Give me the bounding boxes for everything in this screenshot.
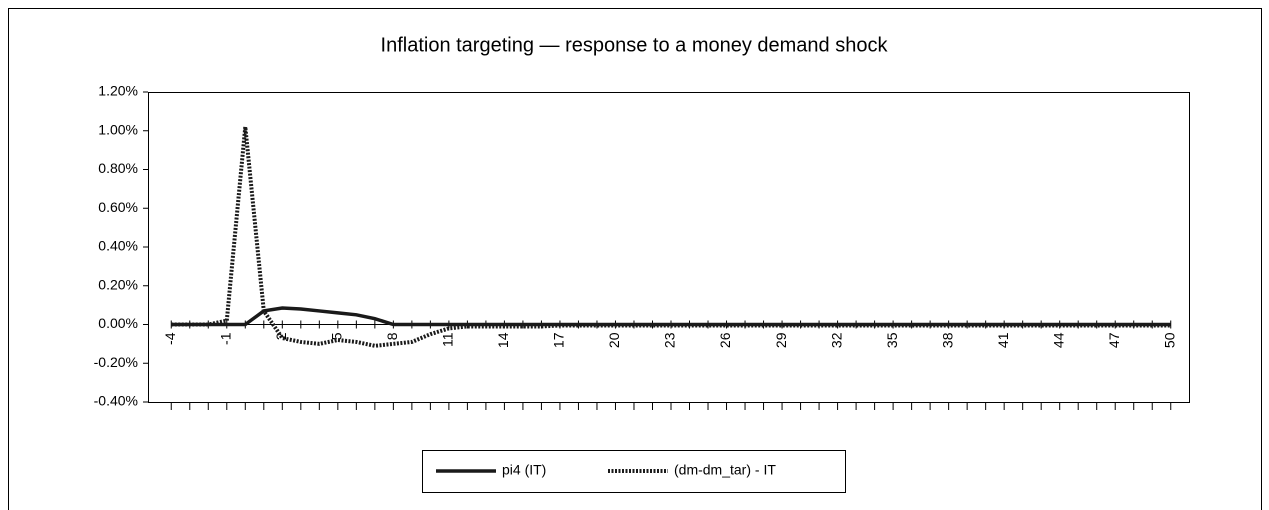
x-tick-label: -4	[162, 332, 178, 345]
x-tick-label: 32	[828, 332, 844, 348]
x-tick-label: 47	[1106, 332, 1122, 348]
x-tick-label: 17	[551, 332, 567, 348]
chart-frame	[8, 8, 1262, 510]
chart-title: Inflation targeting — response to a mone…	[381, 34, 889, 56]
x-tick-label: 14	[495, 332, 511, 348]
x-tick-label: 35	[884, 332, 900, 348]
x-tick-label: 11	[440, 332, 456, 347]
x-tick-label: 20	[606, 332, 622, 348]
x-tick-label: 44	[1050, 332, 1066, 348]
y-tick-label: 0.60%	[98, 199, 138, 215]
x-tick-label: 50	[1161, 332, 1177, 348]
y-tick-label: 1.00%	[98, 121, 138, 137]
x-tick-label: 41	[995, 332, 1011, 348]
legend-label: (dm-dm_tar) - IT	[674, 462, 776, 478]
y-tick-label: -0.40%	[94, 393, 138, 409]
y-tick-label: -0.20%	[94, 354, 138, 370]
x-tick-label: 38	[939, 332, 955, 348]
y-tick-label: 0.00%	[98, 315, 138, 331]
y-tick-label: 0.80%	[98, 160, 138, 176]
y-tick-label: 1.20%	[98, 83, 138, 99]
x-tick-label: -1	[217, 332, 233, 345]
x-tick-label: 29	[773, 332, 789, 348]
x-tick-label: 5	[329, 332, 345, 340]
y-tick-label: 0.40%	[98, 238, 138, 254]
plot-frame	[148, 92, 1190, 403]
y-tick-label: 0.20%	[98, 276, 138, 292]
x-tick-label: 8	[384, 332, 400, 340]
x-tick-label: 23	[662, 332, 678, 348]
x-tick-label: 26	[717, 332, 733, 348]
series-line	[171, 126, 1171, 348]
legend-label: pi4 (IT)	[502, 462, 546, 478]
